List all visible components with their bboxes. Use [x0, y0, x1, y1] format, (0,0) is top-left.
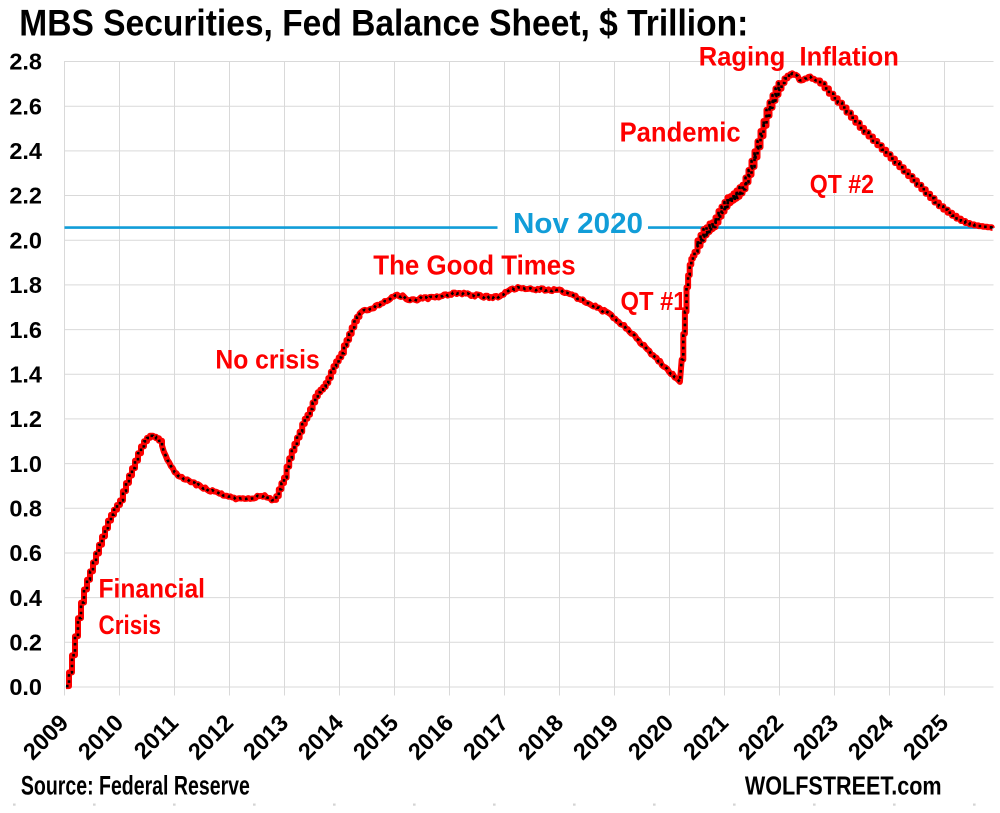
svg-text:No crisis: No crisis [215, 345, 319, 375]
svg-text:0.8: 0.8 [9, 496, 42, 522]
svg-text:2.0: 2.0 [9, 227, 42, 253]
svg-text:Pandemic: Pandemic [620, 117, 741, 148]
svg-text:0.0: 0.0 [9, 674, 42, 700]
svg-text:0.2: 0.2 [9, 630, 42, 656]
svg-text:Source: Federal Reserve: Source: Federal Reserve [21, 771, 250, 801]
svg-text:0.6: 0.6 [9, 540, 42, 566]
svg-text:1.0: 1.0 [9, 451, 42, 477]
svg-text:2.6: 2.6 [9, 93, 42, 119]
svg-text:Crisis: Crisis [99, 610, 162, 640]
svg-text:2.8: 2.8 [9, 49, 42, 75]
svg-text:QT #1: QT #1 [621, 288, 687, 316]
svg-text:2.2: 2.2 [9, 183, 42, 209]
svg-text:QT #2: QT #2 [810, 171, 874, 199]
svg-text:1.8: 1.8 [9, 272, 42, 298]
svg-text:2.4: 2.4 [9, 138, 42, 164]
svg-text:Financial: Financial [99, 574, 206, 604]
svg-text:1.4: 1.4 [9, 362, 42, 388]
svg-text:MBS Securities, Fed Balance Sh: MBS Securities, Fed Balance Sheet, $ Tri… [19, 2, 748, 44]
svg-text:The Good Times: The Good Times [373, 250, 575, 281]
svg-text:0.4: 0.4 [9, 585, 42, 611]
svg-text:1.2: 1.2 [9, 406, 42, 432]
svg-text:WOLFSTREET.com: WOLFSTREET.com [745, 770, 942, 800]
svg-text:Raging Inflation: Raging Inflation [699, 42, 899, 72]
svg-text:1.6: 1.6 [9, 317, 42, 343]
svg-text:Nov 2020: Nov 2020 [513, 208, 643, 240]
